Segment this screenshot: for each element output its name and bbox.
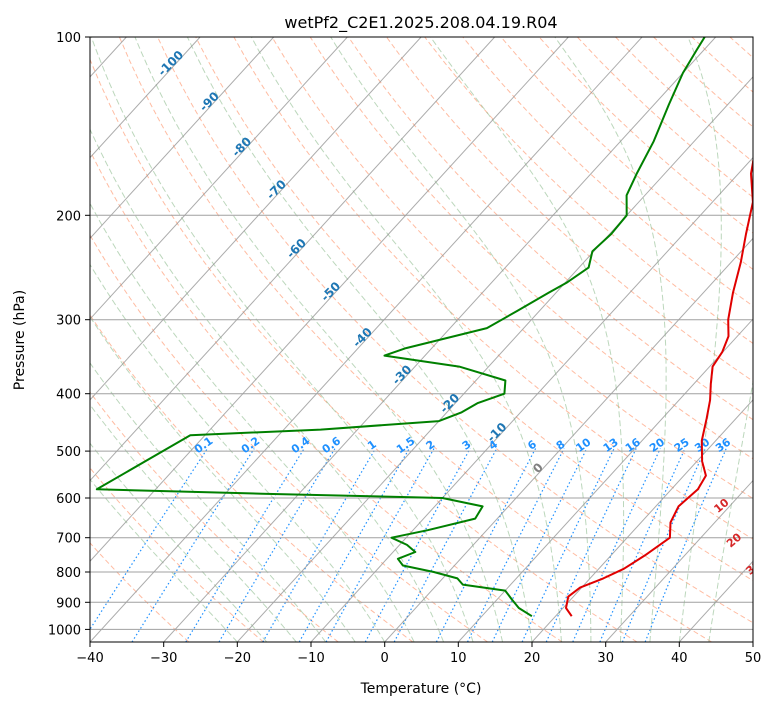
- y-tick-label: 500: [56, 445, 81, 460]
- mixing-ratio-line: [546, 449, 636, 643]
- theta-label: 10: [712, 496, 732, 516]
- x-tick-label: 20: [524, 651, 541, 666]
- mixing-ratio-line: [468, 449, 565, 643]
- dry-adiabat: [272, 37, 775, 642]
- isotherm-label: -70: [264, 177, 289, 202]
- mixing-ratio-label: 0.1: [192, 434, 215, 456]
- isotherm-label: -50: [318, 279, 343, 304]
- x-tick-label: 40: [671, 651, 688, 666]
- y-tick-label: 1000: [48, 623, 81, 638]
- mixing-ratio-label: 0.6: [320, 434, 344, 456]
- y-tick-label: 800: [56, 566, 81, 581]
- mixing-ratio-label: 25: [672, 436, 692, 455]
- isotherm-line: [753, 37, 775, 642]
- x-tick-label: 10: [450, 651, 467, 666]
- profile-lines: [97, 37, 775, 616]
- x-axis-label: Temperature (°C): [360, 681, 482, 697]
- dry-adiabat: [0, 37, 189, 642]
- mixing-ratio-line: [492, 449, 587, 643]
- y-tick-label: 100: [56, 31, 81, 46]
- isotherm-label: -40: [350, 325, 375, 350]
- isotherm-label: 0: [530, 460, 546, 476]
- mixing-ratio-label: 1.5: [394, 434, 417, 456]
- moist-adiabat: [245, 24, 562, 642]
- isotherm-line: [16, 37, 568, 642]
- isotherm-line: [0, 37, 200, 642]
- mixing-ratio-line: [600, 449, 685, 643]
- dry-adiabat: [692, 37, 775, 642]
- moist-adiabat: [130, 24, 503, 642]
- x-tick-label: −40: [76, 651, 103, 666]
- mixing-ratio-line: [436, 449, 535, 643]
- mixing-ratio-label: 36: [713, 435, 733, 455]
- mixing-ratio-line: [132, 449, 254, 643]
- isotherm-label: -20: [437, 391, 462, 416]
- mixing-ratio-line: [219, 449, 335, 643]
- x-tick-label: −20: [224, 651, 251, 666]
- dry-adiabat: [158, 37, 775, 642]
- x-tick-label: −30: [150, 651, 177, 666]
- theta-label: 20: [724, 530, 744, 550]
- mixing-ratio-label: 1: [365, 438, 379, 453]
- dry-adiabat: [768, 37, 775, 642]
- moist-adiabat: [545, 24, 666, 642]
- theta-label: 30: [743, 558, 763, 578]
- dry-adiabat: [425, 37, 775, 642]
- isotherm-line: [0, 37, 347, 642]
- dry-adiabat: [730, 37, 775, 642]
- mixing-ratio-label: 8: [554, 438, 568, 453]
- y-tick-label: 700: [56, 532, 81, 547]
- y-tick-label: 200: [56, 209, 81, 224]
- y-tick-label: 300: [56, 314, 81, 329]
- dewpoint-line: [97, 37, 705, 616]
- moist-adiabat: [0, 24, 355, 642]
- mixing-ratio-line: [186, 449, 304, 643]
- dry-adiabat: [0, 37, 338, 642]
- moist-adiabat: [0, 24, 267, 642]
- isotherm-label: -60: [284, 236, 309, 261]
- mixing-ratio-label: 2: [424, 438, 438, 453]
- reference-lines: [0, 24, 775, 642]
- isotherm-line: [606, 37, 775, 642]
- mixing-ratio-line: [263, 449, 376, 643]
- mixing-ratio-label: 13: [601, 436, 621, 455]
- mixing-ratio-label: 16: [623, 435, 643, 455]
- dry-adiabat: [0, 37, 264, 642]
- mixing-ratio-label: 6: [525, 438, 539, 453]
- x-tick-label: 50: [745, 651, 762, 666]
- moist-adiabat: [0, 24, 296, 642]
- isotherm-label: -80: [229, 134, 254, 159]
- isotherm-label: -90: [197, 89, 222, 114]
- dry-adiabat: [616, 37, 775, 642]
- moist-adiabat: [679, 24, 721, 642]
- isotherm-label: -30: [389, 362, 414, 387]
- y-tick-label: 400: [56, 388, 81, 403]
- mixing-ratio-line: [622, 449, 705, 643]
- isotherm-label: -100: [155, 48, 186, 79]
- x-tick-label: −10: [297, 651, 324, 666]
- dry-adiabat: [539, 37, 775, 642]
- plot-frame: [90, 37, 753, 642]
- y-tick-label: 600: [56, 492, 81, 507]
- x-tick-label: 0: [381, 651, 389, 666]
- moist-adiabat: [709, 24, 775, 642]
- temperature-line: [566, 37, 775, 616]
- mixing-ratio-line: [573, 449, 661, 643]
- moist-adiabat: [19, 24, 414, 642]
- isotherm-line: [532, 37, 775, 642]
- moist-adiabat: [0, 24, 385, 642]
- mixing-ratio-line: [82, 449, 208, 643]
- y-tick-label: 900: [56, 596, 81, 611]
- theta-label: 40: [764, 584, 775, 604]
- y-axis-label: Pressure (hPa): [12, 290, 28, 390]
- dry-adiabat: [577, 37, 775, 642]
- x-tick-label: 30: [597, 651, 614, 666]
- chart-title: wetPf2_C2E1.2025.208.04.19.R04: [284, 13, 557, 33]
- mixing-ratio-label: 0.2: [239, 434, 262, 456]
- mixing-ratio-label: 0.4: [289, 434, 313, 456]
